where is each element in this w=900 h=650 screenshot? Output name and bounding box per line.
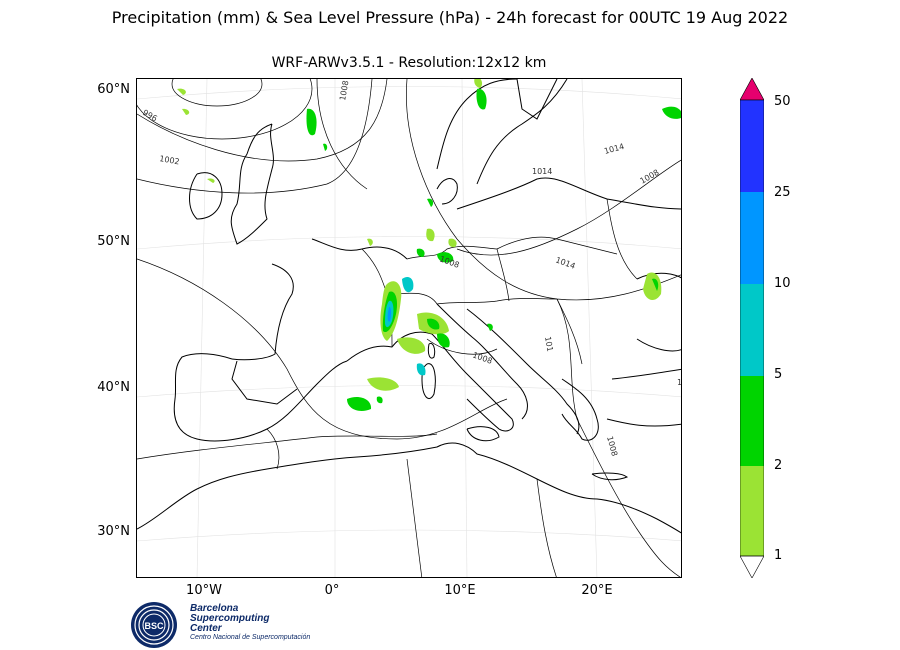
latitude-label: 30°N xyxy=(97,524,130,539)
colorbar-tick-label: 50 xyxy=(774,94,791,109)
logo-line-1: Barcelona xyxy=(190,603,239,614)
colorbar-tick-label: 5 xyxy=(774,367,783,382)
isobar-label: 1 xyxy=(677,378,682,387)
logo-line-2: Supercomputing xyxy=(190,613,270,624)
colorbar-outline xyxy=(740,99,764,557)
colorbar xyxy=(740,78,764,578)
colorbar-tick-label: 1 xyxy=(774,548,783,563)
colorbar-segment-5-10 xyxy=(740,284,764,376)
chart-title: Precipitation (mm) & Sea Level Pressure … xyxy=(111,8,789,27)
isobars xyxy=(137,79,681,577)
isobar-label: 1008 xyxy=(338,80,350,102)
isobar-label: 1008 xyxy=(605,435,619,457)
colorbar-segment-2-5 xyxy=(740,376,764,466)
colorbar-tick-label: 25 xyxy=(774,185,791,200)
bsc-badge-text: BSC xyxy=(144,621,164,631)
latitude-label: 60°N xyxy=(97,82,130,97)
isobar-label-group: 996 1002 1008 1014 1008 1014 1008 1008 1… xyxy=(141,80,682,457)
longitude-label: 10°W xyxy=(186,583,222,598)
isobar-label: 996 xyxy=(141,108,159,123)
isobar-label: 1014 xyxy=(603,142,625,156)
isobar-label: 1008 xyxy=(639,168,661,186)
map-canvas: 996 1002 1008 1014 1008 1014 1008 1008 1… xyxy=(137,79,682,577)
colorbar-tick-label: 10 xyxy=(774,276,791,291)
longitude-label: 10°E xyxy=(444,583,476,598)
logo-line-4: Centro Nacional de Supercomputación xyxy=(190,634,311,641)
latitude-label: 50°N xyxy=(97,234,130,249)
bsc-logo-mark: BSC xyxy=(131,602,177,648)
chart-subtitle: WRF-ARWv3.5.1 - Resolution:12x12 km xyxy=(271,55,547,71)
colorbar-top-extension xyxy=(740,78,764,101)
colorbar-segment-10-25 xyxy=(740,192,764,284)
colorbar-tick-label: 2 xyxy=(774,458,783,473)
bsc-logo: BSC Barcelona Supercomputing Center Cent… xyxy=(130,600,330,650)
isobar-label: 1008 xyxy=(438,254,460,269)
colorbar-segment-1-2 xyxy=(740,466,764,556)
isobar-label: 101 xyxy=(543,336,555,353)
coastlines xyxy=(137,79,681,534)
colorbar-segment-25-50 xyxy=(740,100,764,192)
latitude-label: 40°N xyxy=(97,380,130,395)
longitude-label: 20°E xyxy=(581,583,613,598)
isobar-label: 1014 xyxy=(554,255,576,270)
isobar-label: 1014 xyxy=(532,167,552,176)
isobar-label: 1008 xyxy=(471,350,493,365)
logo-line-3: Center xyxy=(190,623,222,634)
colorbar-bottom-extension xyxy=(740,555,764,578)
map-panel: 996 1002 1008 1014 1008 1014 1008 1008 1… xyxy=(136,78,682,578)
longitude-label: 0° xyxy=(324,583,340,598)
isobar-label: 1002 xyxy=(159,154,181,166)
country-borders xyxy=(266,198,638,577)
bsc-logo-text: Barcelona Supercomputing Center Centro N… xyxy=(190,603,311,642)
graticule xyxy=(137,79,681,577)
precipitation-areas xyxy=(177,79,681,411)
